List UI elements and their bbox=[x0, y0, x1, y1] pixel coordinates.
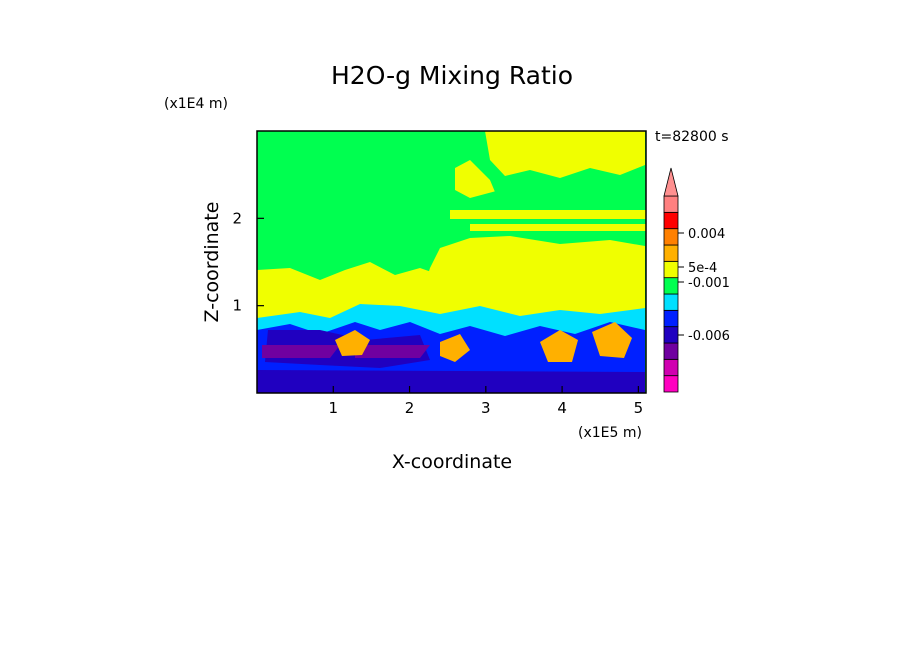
y-tick-label: 2 bbox=[232, 209, 242, 227]
dry-patch bbox=[490, 178, 540, 194]
colorbar-swatch bbox=[663, 342, 679, 360]
moist-patch bbox=[455, 160, 500, 198]
colorbar-swatch bbox=[663, 309, 679, 328]
colorbar-swatch bbox=[663, 211, 679, 230]
colorbar-swatch bbox=[663, 244, 679, 262]
dry-core-2 bbox=[355, 345, 430, 358]
colorbar-swatch bbox=[663, 195, 679, 213]
surface-dry-layer bbox=[257, 370, 645, 393]
colorbar-swatch bbox=[663, 293, 679, 311]
y-unit-label: (x1E4 m) bbox=[164, 96, 228, 112]
chart-title: H2O-g Mixing Ratio bbox=[331, 61, 573, 90]
colorbar-swatch bbox=[663, 375, 679, 393]
moist-cell-4 bbox=[592, 322, 632, 358]
colorbar-label: 5e-4 bbox=[688, 261, 717, 276]
y-tick-label: 1 bbox=[232, 297, 242, 315]
x-tick-label: 3 bbox=[481, 399, 491, 417]
colorbar-swatch bbox=[663, 326, 679, 344]
x-tick-label: 1 bbox=[329, 399, 339, 417]
colorbar-swatch bbox=[663, 358, 679, 377]
x-axis-label: X-coordinate bbox=[392, 451, 512, 473]
colorbar-label: -0.006 bbox=[688, 329, 730, 344]
x-tick-label: 4 bbox=[557, 399, 567, 417]
moist-cell-1 bbox=[335, 330, 370, 356]
moist-band-1 bbox=[450, 210, 646, 219]
colorbar-swatch bbox=[663, 228, 679, 246]
dry-core-1 bbox=[262, 345, 340, 358]
upper-moist-region bbox=[485, 131, 645, 178]
y-axis-label: Z-coordinate bbox=[201, 202, 223, 323]
colorbar-label: -0.001 bbox=[688, 276, 730, 291]
mid-moist-region bbox=[420, 236, 645, 300]
moist-band-2 bbox=[470, 224, 646, 231]
x-tick-label: 2 bbox=[405, 399, 415, 417]
colorbar-label: 0.004 bbox=[688, 227, 725, 242]
plot-axes: 1 2 3 4 5 1 2 bbox=[232, 130, 647, 417]
x-tick-label: 5 bbox=[634, 399, 644, 417]
time-label: t=82800 s bbox=[655, 129, 729, 145]
moist-cell-3 bbox=[540, 330, 578, 362]
moist-cell-2 bbox=[440, 334, 470, 362]
contour-field bbox=[257, 131, 646, 393]
x-unit-label: (x1E5 m) bbox=[578, 425, 642, 441]
colorbar-swatch bbox=[663, 277, 679, 295]
plot-frame bbox=[256, 130, 647, 394]
colorbar-arrow bbox=[663, 167, 679, 197]
colorbar-swatch bbox=[663, 260, 679, 279]
